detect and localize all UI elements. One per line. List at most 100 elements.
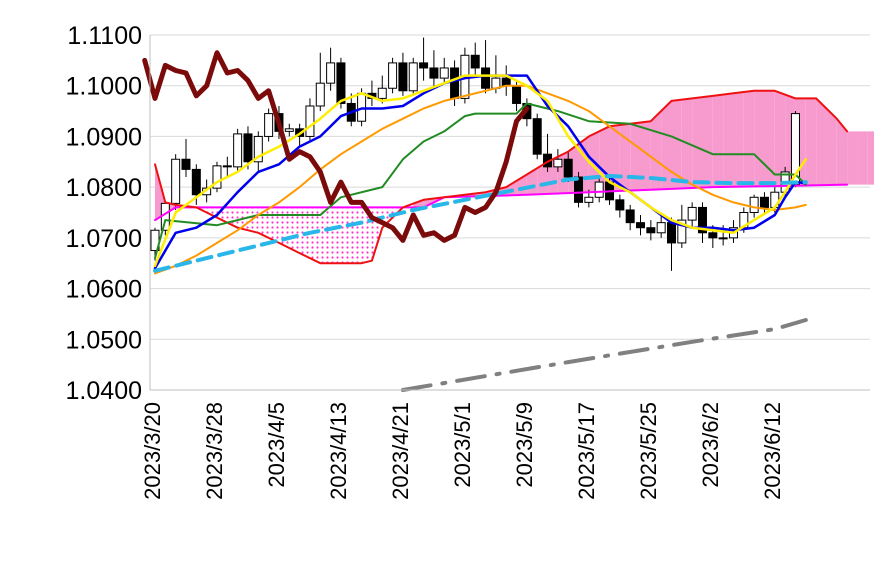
candle-body [439, 67, 449, 79]
cloud-segment [309, 207, 321, 264]
cloud-segment [826, 108, 837, 186]
y-tick-label: 1.0600 [66, 276, 142, 304]
candle-body [171, 158, 181, 204]
y-axis-tick-labels: 1.0400 1.0500 1.0600 1.0700 1.0800 1.0900 1.10… [66, 22, 142, 405]
cloud-segment [723, 93, 734, 187]
candle-body [718, 237, 728, 240]
candle-body [429, 67, 439, 79]
cloud-segment [712, 94, 724, 188]
cloud-segment [330, 207, 341, 264]
x-tick-label: 2023/4/5 [264, 402, 289, 488]
y-tick-label: 1.1000 [66, 73, 142, 101]
x-tick-label: 2023/3/20 [140, 402, 165, 500]
cloud-segment [764, 90, 775, 187]
candle-body [553, 158, 563, 168]
cloud-segment [289, 207, 300, 254]
candle-body [315, 82, 325, 107]
candle-body [625, 209, 635, 224]
x-tick-label: 2023/4/13 [326, 402, 351, 500]
series-line [153, 74, 808, 268]
candle-body [419, 62, 429, 69]
candle-body [408, 62, 418, 92]
series-line [154, 84, 807, 275]
series-line [400, 318, 808, 392]
candle-body [470, 54, 480, 69]
candle-body [398, 62, 408, 92]
candle-body [759, 196, 769, 208]
candle-body [636, 222, 646, 229]
candle-body [594, 181, 604, 198]
candle-body [377, 87, 387, 99]
candle-body [222, 165, 232, 168]
candle-body [212, 165, 222, 189]
cloud-segment [743, 90, 755, 187]
cloud-segment [692, 97, 703, 188]
candle-body [687, 206, 697, 221]
candle-body [708, 232, 718, 239]
cloud-segment [702, 95, 713, 188]
candle-body [181, 158, 191, 170]
x-axis-tick-labels: 2023/3/20 2023/3/28 2023/4/5 2023/4/13 2023/… [140, 402, 785, 500]
cloud-segment [351, 207, 362, 264]
candle-body [388, 62, 398, 89]
candle-body [160, 202, 170, 231]
candle-body [749, 196, 759, 214]
candle-body [501, 77, 511, 87]
cloud-segment [661, 100, 672, 190]
x-tick-label: 2023/6/12 [760, 402, 785, 500]
candle-body [563, 158, 573, 178]
candle-body [336, 62, 346, 104]
x-tick-label: 2023/5/17 [574, 402, 599, 500]
candle-body [191, 168, 201, 196]
x-tick-label: 2023/4/21 [388, 402, 413, 500]
cloud-segment [867, 131, 874, 185]
cloud-segment [816, 98, 827, 186]
cloud-segment [754, 90, 765, 187]
cloud-segment [857, 131, 868, 185]
y-tick-label: 1.0800 [66, 174, 142, 202]
candle-body [253, 135, 263, 163]
series-line [153, 174, 808, 273]
cloud-segment [268, 207, 279, 243]
indicator-lines [142, 50, 849, 392]
candle-body [326, 62, 336, 84]
x-tick-label: 2023/5/25 [636, 402, 661, 500]
series-line [154, 89, 849, 265]
ichimoku-cloud [155, 90, 874, 264]
cloud-segment [278, 207, 290, 248]
candle-body [677, 219, 687, 244]
candle-body [481, 67, 491, 89]
y-tick-label: 1.0700 [66, 225, 142, 253]
candle-body [532, 118, 542, 155]
x-tick-label: 2023/3/28 [202, 402, 227, 500]
candle-body [264, 113, 274, 137]
cloud-segment [320, 207, 331, 264]
y-tick-label: 1.0500 [66, 326, 142, 354]
cloud-segment [537, 161, 548, 195]
series-line [142, 50, 530, 243]
candle-body [305, 105, 315, 137]
y-tick-label: 1.0900 [66, 123, 142, 151]
cloud-segment [630, 122, 641, 191]
candle-body [243, 133, 253, 163]
candle-body [790, 113, 800, 186]
cloud-segment [733, 92, 744, 187]
x-tick-label: 2023/6/2 [698, 402, 723, 488]
candle-body [574, 176, 584, 203]
candle-body [615, 199, 625, 211]
x-tick-label: 2023/5/1 [450, 402, 475, 488]
candle-body [656, 222, 666, 234]
cloud-segment [206, 207, 217, 218]
cloud-segment [847, 131, 858, 185]
candle-body [584, 196, 594, 203]
series-line [154, 102, 807, 260]
candle-body [284, 128, 294, 132]
series-line [154, 183, 849, 222]
cloud-segment [805, 98, 817, 186]
y-tick-label: 1.1100 [67, 22, 142, 50]
candle-body [450, 67, 460, 99]
y-tick-label: 1.0400 [66, 377, 142, 405]
cloud-segment [340, 207, 352, 264]
candle-body [512, 85, 522, 104]
